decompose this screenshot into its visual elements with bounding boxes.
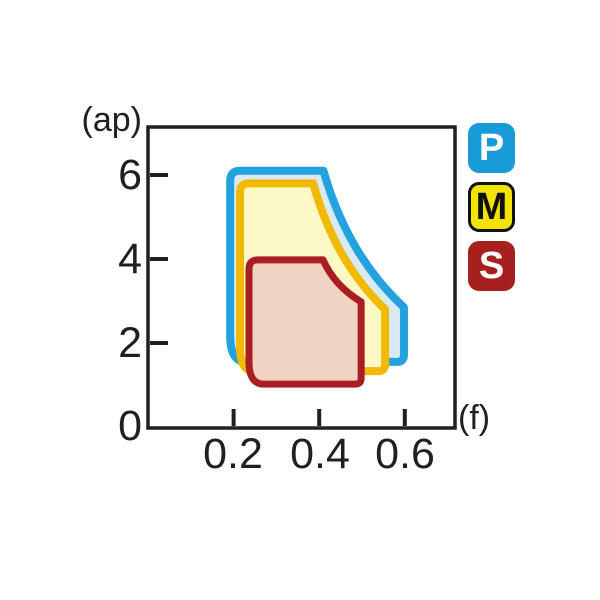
- legend-badge-p-label: P: [478, 126, 505, 169]
- y-axis-label: (ap): [81, 101, 142, 139]
- x-tick-label-0.6: 0.6: [375, 430, 435, 478]
- plot-frame: [146, 125, 457, 430]
- x-tick-label-0.2: 0.2: [203, 430, 263, 478]
- y-tick-label-0: 0: [118, 402, 142, 450]
- y-tick-label-4: 4: [118, 235, 142, 283]
- legend-badge-p: P: [468, 123, 515, 173]
- legend-badge-m: M: [468, 182, 515, 232]
- x-tick-label-0.4: 0.4: [290, 430, 350, 478]
- legend-badge-s: S: [468, 241, 515, 291]
- region-S: [245, 256, 365, 388]
- y-tick-label-2: 2: [118, 319, 142, 367]
- legend-badge-s-label: S: [478, 244, 505, 287]
- legend-badge-m-label: M: [475, 185, 508, 228]
- y-tick-label-6: 6: [118, 151, 142, 199]
- x-axis-label: (f): [458, 399, 491, 437]
